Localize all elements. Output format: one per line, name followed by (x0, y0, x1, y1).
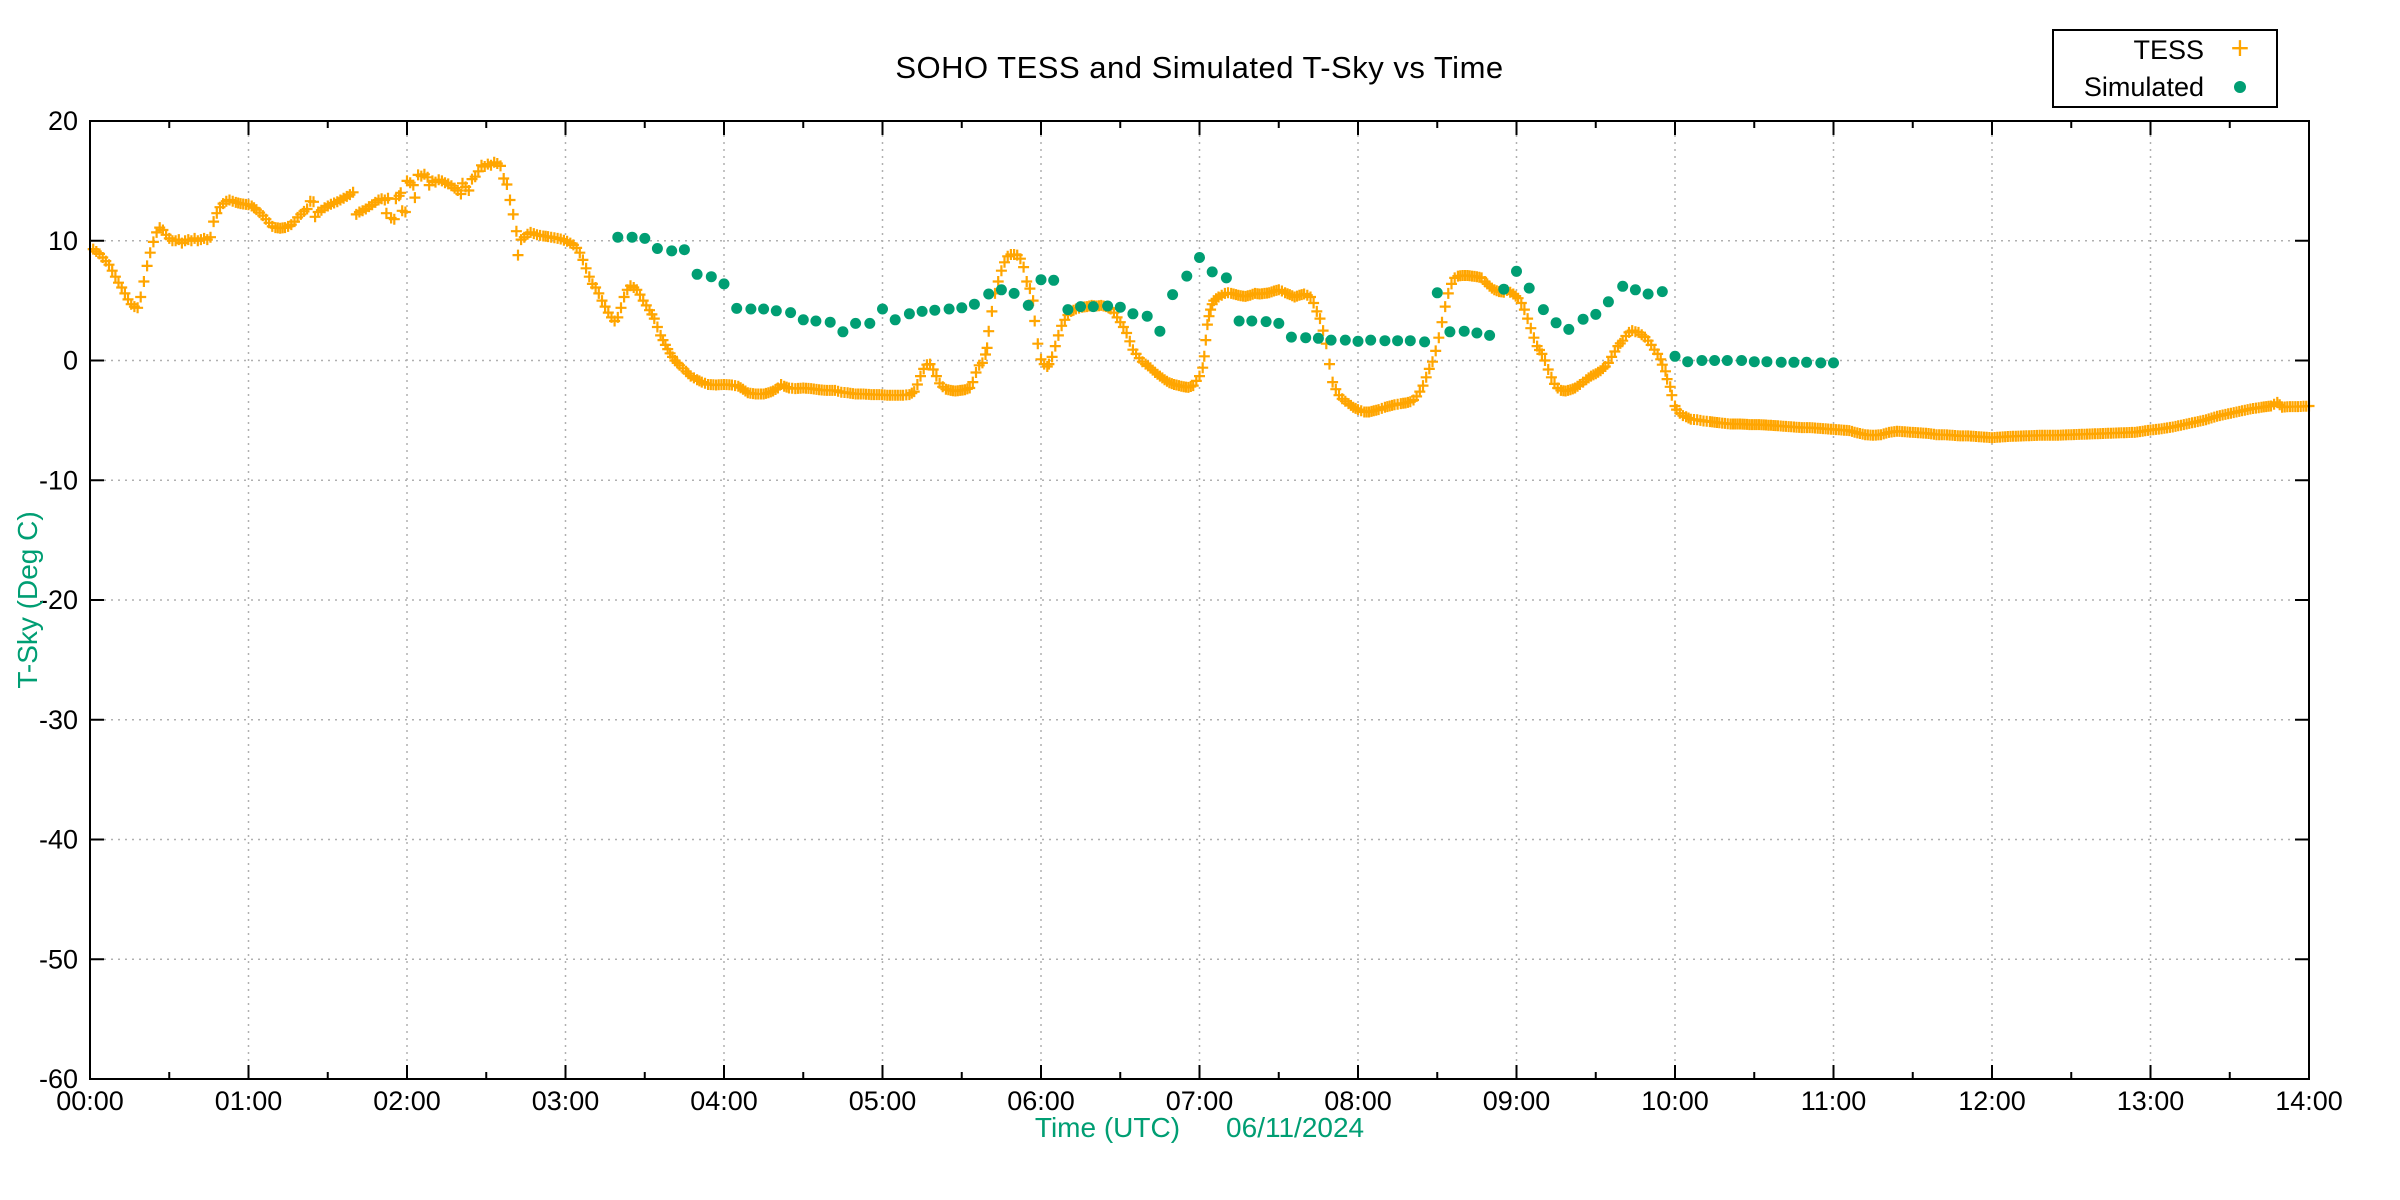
series-tess (87, 156, 2315, 444)
plus-marker-icon: + (2230, 30, 2250, 66)
legend-label-tess: TESS (2133, 34, 2204, 65)
legend: TESS + Simulated (2052, 29, 2278, 108)
y-tick-label: -40 (39, 825, 78, 855)
x-tick-label: 07:00 (1166, 1086, 1234, 1116)
x-tick-label: 11:00 (1801, 1086, 1867, 1116)
x-axis-date: 06/11/2024 (1226, 1112, 1365, 1143)
x-tick-label: 00:00 (56, 1086, 124, 1116)
plot-border (89, 120, 2310, 1080)
x-tick-label: 02:00 (373, 1086, 441, 1116)
y-tick-label: -20 (39, 585, 78, 615)
x-tick-label: 14:00 (2275, 1086, 2343, 1116)
x-axis-label: Time (UTC) 06/11/2024 (90, 1112, 2309, 1144)
x-axis-label-text: Time (UTC) (1034, 1112, 1181, 1143)
legend-row-simulated: Simulated (2054, 69, 2276, 105)
x-tick-label: 04:00 (690, 1086, 758, 1116)
legend-label-simulated: Simulated (2083, 71, 2204, 102)
y-tick-label: -10 (39, 465, 78, 495)
x-tick-label: 03:00 (532, 1086, 600, 1116)
x-tick-label: 01:00 (215, 1086, 283, 1116)
x-tick-label: 08:00 (1324, 1086, 1392, 1116)
y-tick-label: -30 (39, 705, 78, 735)
legend-row-tess: TESS + (2054, 32, 2276, 68)
x-tick-label: 06:00 (1007, 1086, 1075, 1116)
tick-marks (89, 120, 2310, 1080)
x-tick-label: 09:00 (1483, 1086, 1551, 1116)
y-tick-label: -60 (39, 1064, 78, 1094)
dot-marker-icon (2204, 81, 2276, 93)
grid (90, 121, 2309, 1079)
x-tick-label: 10:00 (1641, 1086, 1709, 1116)
x-tick-label: 13:00 (2117, 1086, 2185, 1116)
y-tick-label: -50 (39, 944, 78, 974)
y-tick-labels: 20 10 0 -10 -20 -30 -40 -50 -60 (39, 106, 78, 1094)
series-simulated (612, 231, 1839, 369)
y-axis-label-text: T-Sky (Deg C) (12, 511, 43, 689)
chart-title: SOHO TESS and Simulated T-Sky vs Time (895, 50, 1504, 85)
y-tick-label: 20 (48, 106, 78, 136)
x-tick-labels: 00:00 01:00 02:00 03:00 04:00 05:00 06:00 07:00… (56, 1086, 2343, 1116)
x-tick-label: 12:00 (1958, 1086, 2026, 1116)
x-tick-label: 05:00 (849, 1086, 917, 1116)
y-tick-label: 10 (48, 226, 78, 256)
y-tick-label: 0 (63, 346, 78, 376)
